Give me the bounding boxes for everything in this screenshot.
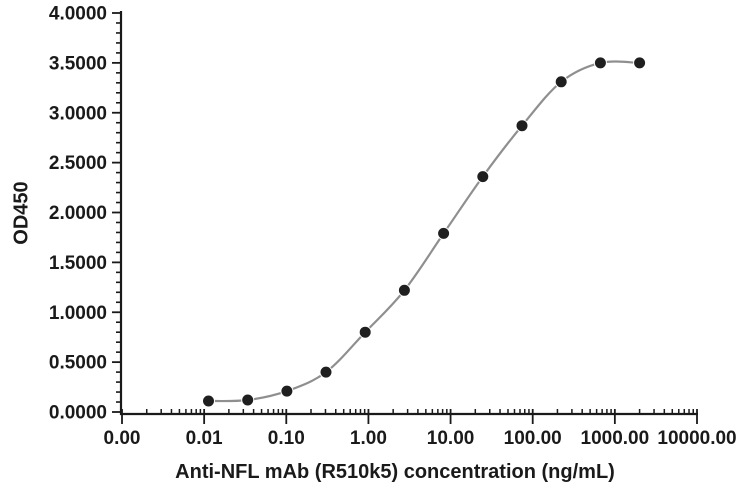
x-tick-label: 0.00: [104, 428, 141, 449]
x-tick-label: 0.01: [186, 428, 223, 449]
y-tick-label: 0.0000: [49, 403, 107, 424]
y-tick-label: 1.5000: [49, 253, 107, 274]
data-point: [241, 393, 255, 407]
data-point: [202, 394, 215, 408]
data-point: [437, 226, 451, 240]
x-tick-label: 10000.00: [657, 428, 736, 449]
x-axis-title: Anti-NFL mAb (R510k5) concentration (ng/…: [175, 461, 615, 483]
y-tick-label: 1.0000: [49, 303, 107, 324]
data-point: [554, 75, 568, 89]
data-point: [515, 119, 529, 133]
y-tick-label: 3.5000: [49, 53, 107, 74]
x-tick-label: 100.00: [504, 428, 562, 449]
data-point: [633, 56, 647, 70]
x-tick-label: 1.00: [350, 428, 387, 449]
data-point: [319, 365, 333, 379]
data-point: [280, 384, 294, 398]
y-tick-label: 2.0000: [49, 203, 107, 224]
y-tick-label: 2.5000: [49, 153, 107, 174]
data-point: [358, 325, 372, 339]
x-tick-label: 0.10: [268, 428, 305, 449]
x-tick-label: 10.00: [427, 428, 475, 449]
series-line: [208, 60, 640, 403]
y-tick-label: 3.0000: [49, 103, 107, 124]
x-tick-label: 1000.00: [581, 428, 650, 449]
y-tick-label: 4.0000: [49, 4, 107, 25]
data-point: [397, 283, 411, 297]
y-tick-label: 0.5000: [49, 353, 107, 374]
data-point: [593, 56, 607, 70]
y-axis-title: OD450: [10, 181, 33, 245]
data-point: [476, 170, 490, 184]
